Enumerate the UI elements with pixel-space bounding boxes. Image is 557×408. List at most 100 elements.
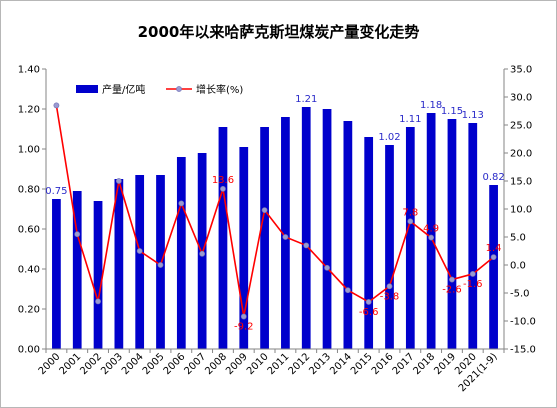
growth-point-2002	[95, 298, 101, 305]
growth-point-2006	[178, 200, 185, 207]
line-data-label: -3.8	[380, 291, 400, 302]
x-tick-label: 2001	[58, 351, 84, 377]
chart-title: 2000年以来哈萨克斯坦煤炭产量变化走势	[137, 23, 420, 41]
growth-point-2003	[115, 178, 122, 184]
x-tick-label: 2012	[287, 351, 313, 377]
y-left-tick-label: 0.60	[18, 225, 40, 236]
growth-point-2016	[386, 283, 393, 290]
line-data-label: -6.6	[359, 307, 379, 318]
bar-2002	[93, 201, 103, 349]
bar-2015	[364, 137, 374, 349]
y-left-tick-label: 0.80	[18, 185, 40, 196]
bar-2017	[405, 127, 415, 349]
y-right-tick-label: 25.0	[510, 121, 532, 132]
legend-bar-swatch	[76, 85, 98, 93]
bar-2004	[135, 175, 145, 349]
bar-data-label: 1.11	[399, 114, 421, 125]
bar-2011	[281, 117, 290, 349]
bar-data-label: 1.15	[441, 106, 463, 117]
x-tick-label: 2014	[328, 351, 354, 377]
y-right-tick-label: 10.0	[510, 205, 532, 216]
bar-2010	[260, 127, 269, 349]
line-data-label: 4.9	[423, 224, 439, 235]
x-tick-label: 2013	[307, 351, 333, 377]
growth-point-2004	[136, 248, 143, 254]
growth-point-2005	[157, 262, 164, 268]
bar-data-label: 0.82	[482, 172, 504, 183]
growth-point-2011	[282, 234, 289, 240]
x-tick-label: 2008	[203, 351, 229, 377]
growth-point-2000	[53, 102, 60, 109]
line-data-label: -9.2	[234, 322, 254, 333]
y-left-tick-label: 1.20	[18, 105, 40, 116]
growth-point-2018	[428, 234, 435, 241]
line-data-label: 1.4	[486, 243, 502, 254]
growth-point-2019	[449, 276, 455, 283]
growth-point-2012	[303, 242, 310, 249]
legend-line-label: 增长率(%)	[196, 83, 243, 96]
y-left-tick-label: 0.00	[18, 345, 40, 356]
bar-2013	[322, 109, 332, 349]
data-labels: 0.75 1.21 1.02 1.11 1.181.151.13 0.82 13.6 -9.2…	[45, 94, 504, 333]
bar-2012	[301, 107, 311, 349]
bar-2016	[385, 145, 394, 349]
growth-point-2017	[407, 218, 414, 225]
y-right-tick-label: -15.0	[510, 345, 536, 356]
growth-point-2009	[240, 313, 247, 320]
legend-bar-label: 产量/亿吨	[102, 83, 145, 96]
growth-point-2010	[261, 207, 268, 214]
x-tick-label: 2018	[411, 351, 437, 377]
bar-2006	[176, 157, 186, 349]
legend: 产量/亿吨 增长率(%)	[76, 83, 243, 96]
y-right-tick-label: 20.0	[510, 149, 532, 160]
bar-data-label: 1.18	[420, 100, 442, 111]
bar-2020	[468, 123, 478, 349]
growth-point-2021(1-9)	[490, 254, 497, 261]
x-tick-label: 2007	[182, 351, 208, 377]
x-tick-label: 2003	[99, 351, 125, 377]
y-right-tick-label: -10.0	[510, 317, 536, 328]
y-left-tick-label: 1.00	[18, 145, 40, 156]
bar-2019	[447, 119, 457, 349]
growth-point-2014	[344, 287, 351, 294]
x-tick-label: 2019	[432, 351, 458, 377]
y-right-tick-label: 30.0	[510, 93, 532, 104]
growth-point-2015	[365, 299, 372, 305]
line-data-label: -2.6	[442, 285, 462, 296]
y-left-tick-label: 0.20	[18, 305, 40, 316]
bar-2008	[218, 127, 228, 349]
y-right-tick-label: 15.0	[510, 177, 532, 188]
y-right-tick-label: 35.0	[510, 65, 532, 76]
growth-point-2013	[324, 264, 330, 271]
bar-2014	[343, 121, 353, 349]
bar-data-label: 1.13	[462, 110, 484, 121]
growth-point-2020	[469, 271, 476, 277]
y-left-tick-label: 1.40	[18, 65, 40, 76]
y-right-tick-label: 5.0	[510, 233, 526, 244]
x-tick-label: 2000	[37, 351, 63, 377]
growth-point-2008	[220, 185, 226, 192]
x-tick-label: 2017	[391, 351, 417, 377]
x-tick-label: 2004	[120, 351, 146, 377]
bar-2021(1-9)	[489, 185, 498, 349]
growth-point-2007	[199, 250, 206, 257]
bar-data-label: 0.75	[45, 186, 67, 197]
growth-point-2001	[74, 231, 81, 238]
bar-2003	[114, 179, 124, 349]
y-right-tick-label: -5.0	[510, 289, 530, 300]
x-tick-label: 2005	[141, 351, 167, 377]
x-tick-label: 2009	[224, 351, 250, 377]
bar-2009	[239, 147, 249, 349]
bar-data-label: 1.21	[295, 94, 317, 105]
x-tick-label: 2015	[349, 351, 375, 377]
bar-data-label: 1.02	[378, 132, 400, 143]
bar-2000	[52, 199, 61, 349]
line-series	[53, 102, 497, 320]
line-data-label: 13.6	[212, 175, 234, 186]
growth-line	[55, 105, 495, 317]
x-tick-label: 2006	[162, 351, 188, 377]
line-data-label: 7.8	[402, 207, 418, 218]
line-data-label: -1.6	[463, 279, 483, 290]
bar-2018	[426, 113, 436, 349]
